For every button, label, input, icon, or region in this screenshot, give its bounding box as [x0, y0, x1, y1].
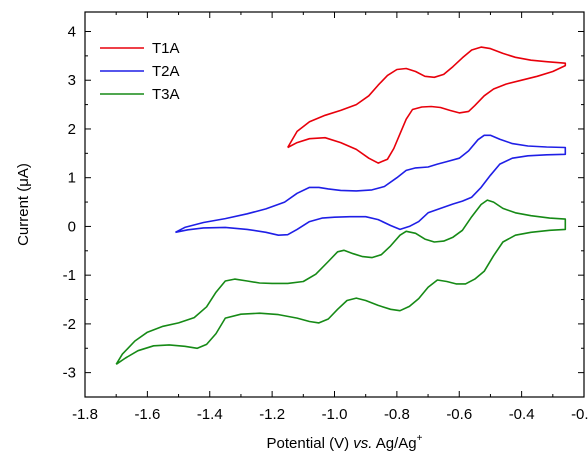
y-tick-label: -3	[63, 365, 76, 382]
y-tick-label: 2	[68, 121, 76, 138]
x-tick-label: -1.0	[322, 406, 348, 423]
y-tick-label: 3	[68, 72, 76, 89]
y-tick-label: 4	[68, 23, 76, 40]
y-tick-label: -1	[63, 267, 76, 284]
series-line-t2a	[175, 134, 567, 236]
y-axis-label: Current (μA)	[15, 163, 32, 246]
series-line-t3a	[115, 199, 567, 365]
x-tick-label: -1.6	[134, 406, 160, 423]
x-tick-label: -0.8	[384, 406, 410, 423]
legend: T1A T2A T3A	[100, 40, 180, 103]
x-tick-label: -0.2	[571, 406, 588, 423]
x-tick-label: -1.2	[259, 406, 285, 423]
y-tick-label: 1	[68, 170, 76, 187]
x-tick-label: -0.6	[446, 406, 472, 423]
legend-label-t2a: T2A	[152, 63, 180, 80]
x-tick-label: -0.4	[509, 406, 535, 423]
y-tick-label: 0	[68, 218, 76, 235]
legend-label-t3a: T3A	[152, 86, 180, 103]
x-tick-label: -1.8	[72, 406, 98, 423]
y-tick-label: -2	[63, 316, 76, 333]
x-axis-label: Potential (V) vs. Ag/Ag+	[267, 433, 423, 452]
legend-label-t1a: T1A	[152, 40, 180, 57]
curves-layer	[115, 46, 567, 365]
x-tick-label: -1.4	[197, 406, 223, 423]
series-line-t1a	[287, 46, 567, 164]
axis-ticks: -1.8 -1.6 -1.4 -1.2 -1.0 -0.8 -0.6 -0.4 -0.2 -3 -2…	[63, 12, 588, 423]
